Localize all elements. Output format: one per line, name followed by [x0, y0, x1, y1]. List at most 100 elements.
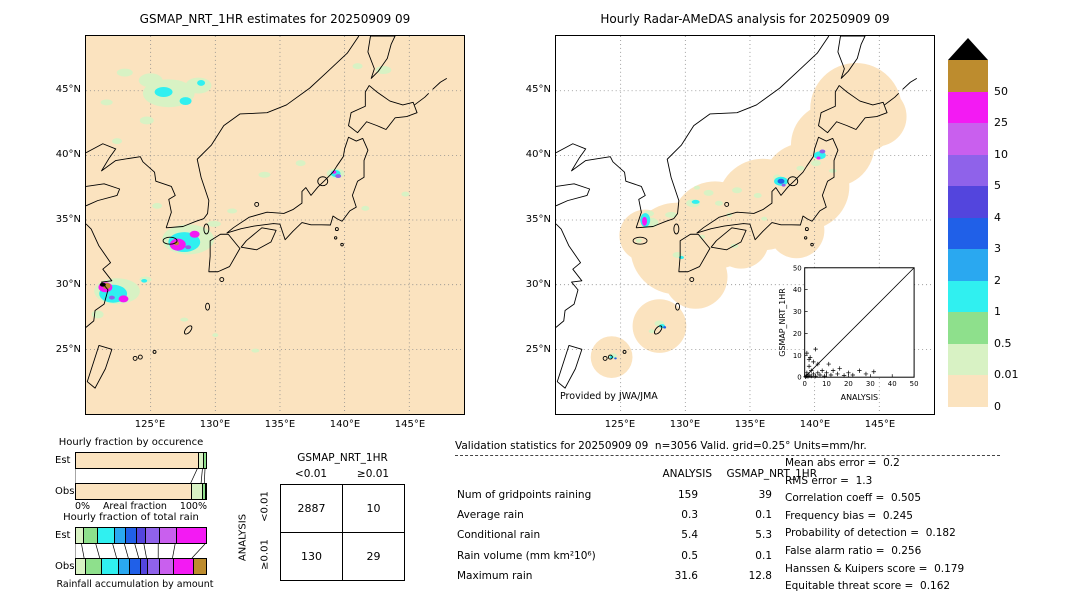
scatter-point [807, 355, 813, 360]
scatter-point [817, 372, 823, 378]
connector-line [191, 543, 206, 559]
precip-blob [810, 160, 821, 167]
radar-coverage-area [768, 202, 825, 259]
precip-blob [819, 149, 826, 154]
connector-line [81, 543, 85, 559]
scatter-point [811, 359, 816, 365]
precip-blob [185, 245, 192, 250]
bar-segment [76, 484, 192, 499]
lon-tick-label: 125°E [604, 419, 636, 430]
precip-blob [614, 357, 617, 360]
stat-analysis-value: 159 [677, 488, 698, 501]
precip-blob [703, 189, 714, 196]
data-credit: Provided by JWA/JMA [560, 391, 658, 402]
stat-label: Conditional rain [457, 529, 541, 542]
bar-row-label: Obs [55, 486, 75, 497]
scatter-point [811, 371, 816, 377]
connector-line [134, 543, 140, 559]
contingency-title: GSMAP_NRT_1HR [297, 452, 388, 464]
colorbar-box [948, 91, 988, 123]
colorbar-box [948, 249, 988, 281]
scatter-point [806, 372, 812, 378]
inset-ylabel: GSMAP_NRT_1HR [778, 288, 787, 357]
diagonal-line [804, 267, 915, 378]
axis-title: Areal fraction [102, 501, 167, 512]
stat-gsmap-value: 39 [758, 488, 772, 501]
stat-gsmap-value: 0.1 [755, 549, 772, 562]
lat-tick-label: 30°N [525, 279, 551, 290]
lat-tick-label: 25°N [55, 344, 81, 355]
colorbar-box [948, 217, 988, 249]
validation-table-row: Num of gridpoints raining 159 39 [457, 484, 819, 504]
stacked-bar [75, 558, 207, 575]
gsmap-map [85, 35, 465, 415]
contingency-side-label: ANALYSIS [237, 513, 249, 562]
precip-blob [691, 199, 700, 204]
contingency-grid: 2887 10 130 29 [280, 484, 405, 581]
stat-analysis-value: 0.3 [681, 508, 698, 521]
bar-segment [96, 528, 114, 543]
lon-tick-label: 140°E [329, 419, 361, 430]
connector-line [172, 543, 176, 559]
scatter-point [835, 371, 840, 377]
scatter-point [820, 368, 825, 373]
precip-blob [154, 87, 173, 97]
scatter-point [830, 368, 836, 373]
precip-blob [212, 333, 219, 338]
right-map-title: Hourly Radar-AMeDAS analysis for 2025090… [600, 12, 890, 26]
colorbar-tick-label: 3 [994, 242, 1001, 255]
connector-line [124, 543, 129, 559]
scatter-point [828, 372, 834, 378]
contingency-cell-hits: 29 [342, 532, 404, 580]
lon-tick-label: 145°E [864, 419, 896, 430]
score-line: Hanssen & Kuipers score = 0.179 [785, 562, 965, 575]
stat-gsmap-value: 5.3 [755, 529, 772, 542]
scatter-point [841, 373, 847, 378]
lat-tick-label: 25°N [525, 344, 551, 355]
bar-segment [205, 484, 206, 499]
divider-dashed [455, 455, 1000, 456]
lat-tick-label: 40°N [55, 149, 81, 160]
precip-blob [796, 165, 805, 171]
colorbar-box [948, 343, 988, 375]
precip-blob [152, 202, 163, 209]
colorbar-box [948, 280, 988, 312]
scatter-point [813, 373, 818, 379]
lat-tick-label: 30°N [55, 279, 81, 290]
bar-row-label: Obs [55, 561, 75, 572]
precip-blob [227, 208, 238, 214]
stacked-bar [75, 483, 207, 500]
axis-min-label: 0% [75, 501, 91, 512]
scatter-point [809, 373, 814, 379]
radar-map-panel: 0 0 10 10 20 20 30 30 40 40 50 50 GSMAP_NRT_1HR ANALY… [526, 35, 935, 430]
y-tick-label: 0 [797, 374, 801, 382]
connector-line [203, 468, 206, 484]
total-rain-fraction-chart: Hourly fraction of total rain Est Obs Rai… [55, 512, 215, 590]
lon-tick-label: 125°E [134, 419, 166, 430]
colorbar-box [948, 312, 988, 344]
colorbar-tick-label: 4 [994, 210, 1001, 224]
bar-segment [117, 559, 130, 574]
total-rain-chart-title: Hourly fraction of total rain [63, 512, 199, 523]
bar-row-label: Est [55, 455, 71, 466]
scatter-point [863, 371, 869, 377]
scatter-point [850, 372, 856, 378]
validation-header: Validation statistics for 20250909 09 n=… [455, 440, 867, 452]
validation-table: ANALYSIS GSMAP_NRT_1HR Num of gridpoints r… [457, 464, 819, 586]
precip-blob [361, 205, 370, 211]
bar-segment [100, 559, 118, 574]
colorbar-tick-label: 25 [994, 116, 1008, 129]
validation-stats-panel: Validation statistics for 20250909 09 n=… [455, 440, 1005, 592]
y-tick-label: 10 [793, 352, 802, 360]
colorbar-tick-label: 0.01 [994, 368, 1019, 381]
occurrence-bars: Est Obs [55, 452, 215, 500]
bar-segment [82, 528, 97, 543]
bar-segment [203, 453, 206, 468]
score-line: RMS error = 1.3 [785, 474, 873, 487]
colorbar-tick-label: 0.5 [994, 336, 1012, 350]
bar-segment [129, 559, 140, 574]
lon-tick-label: 130°E [199, 419, 231, 430]
contingency-cell-correct-negatives: 2887 [280, 484, 342, 532]
bar-row: Est [55, 452, 215, 469]
